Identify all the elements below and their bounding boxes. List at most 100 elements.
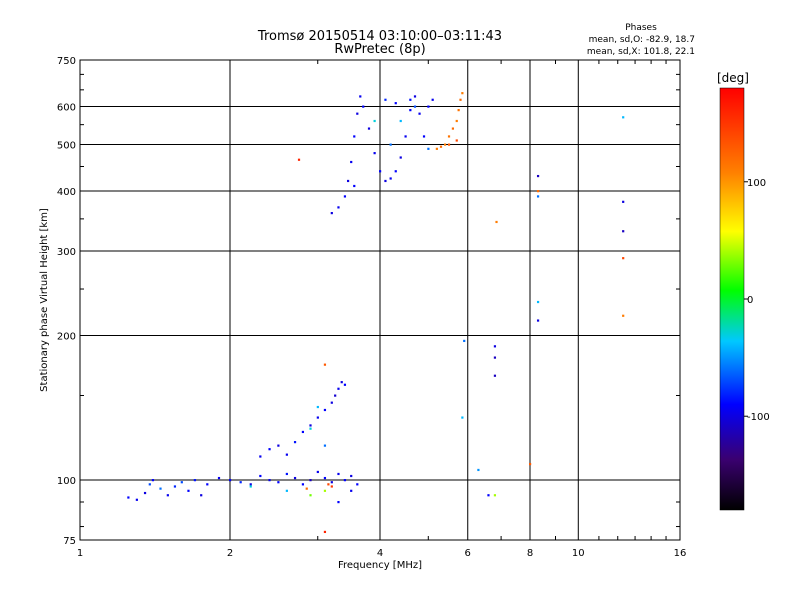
data-point	[350, 160, 353, 164]
data-point	[301, 483, 305, 486]
data-point	[622, 200, 625, 203]
data-point	[323, 363, 327, 366]
data-point	[459, 98, 462, 101]
data-point	[259, 455, 262, 458]
data-point	[384, 179, 387, 183]
chart-title: Tromsø 20150514 03:10:00–03:11:43	[257, 29, 502, 44]
data-point	[367, 127, 371, 130]
data-point	[443, 143, 447, 146]
data-point	[493, 374, 497, 377]
data-point	[206, 483, 209, 486]
data-point	[340, 381, 343, 384]
data-point	[277, 481, 280, 484]
data-point	[187, 489, 190, 492]
data-point	[536, 190, 540, 193]
data-point	[249, 483, 252, 486]
data-point	[356, 112, 359, 115]
data-point	[330, 401, 333, 404]
colorbar-tick-label: -100	[747, 412, 770, 423]
data-point	[159, 487, 162, 490]
data-point	[536, 174, 540, 178]
data-point	[622, 314, 625, 317]
data-point	[127, 496, 130, 499]
data-point	[249, 485, 252, 488]
data-point	[447, 143, 451, 146]
data-point	[166, 494, 169, 497]
data-point	[301, 430, 305, 434]
data-point	[389, 143, 392, 146]
colorbar-label: [deg]	[717, 71, 749, 85]
data-point	[399, 156, 402, 159]
data-point	[413, 95, 417, 98]
data-point	[285, 453, 288, 456]
data-point	[309, 427, 312, 430]
data-point	[327, 483, 330, 486]
data-point	[259, 474, 262, 478]
data-point	[337, 206, 340, 209]
data-point	[323, 476, 327, 480]
y-tick-label: 750	[57, 56, 76, 67]
stats-line-o: mean, sd,O: -82.9, 18.7	[589, 35, 695, 45]
data-point	[323, 530, 327, 534]
data-point	[373, 119, 376, 123]
data-point	[413, 105, 417, 108]
y-ticks: 75 100 200 300 400 500 600 750	[57, 56, 680, 547]
data-point	[285, 489, 288, 492]
data-point	[353, 135, 356, 138]
data-point	[316, 416, 319, 419]
colorbar	[719, 87, 745, 511]
data-point	[143, 491, 147, 495]
chart-subtitle: RwPretec (8p)	[334, 42, 425, 57]
data-point	[229, 479, 232, 482]
x-tick-label: 16	[674, 548, 687, 559]
data-point	[536, 195, 540, 198]
data-point	[477, 468, 480, 472]
data-point	[622, 230, 625, 233]
data-point	[536, 319, 540, 322]
data-point	[379, 170, 382, 173]
stats-line-x: mean, sd,X: 101.8, 22.1	[587, 47, 695, 57]
x-tick-label: 4	[377, 548, 383, 559]
data-point	[268, 479, 271, 482]
data-point	[285, 472, 288, 476]
data-point	[323, 408, 327, 412]
data-point	[148, 483, 151, 486]
colorbar-tick-label: 100	[747, 178, 766, 189]
data-point	[334, 394, 337, 397]
data-point	[277, 444, 280, 447]
data-point	[493, 356, 497, 359]
data-point	[293, 441, 297, 444]
data-point	[394, 102, 397, 105]
x-tick-label: 10	[572, 548, 585, 559]
data-point	[337, 500, 340, 504]
stats-heading: Phases	[625, 23, 657, 33]
y-tick-label: 200	[57, 332, 76, 343]
data-point	[418, 112, 421, 115]
data-point	[362, 105, 365, 108]
data-point	[536, 300, 540, 304]
data-point	[394, 170, 397, 173]
data-point	[422, 135, 426, 138]
data-point	[151, 479, 155, 482]
y-axis-label: Stationary phase Virtual Height [km]	[39, 208, 50, 392]
data-point	[431, 98, 434, 101]
data-point	[330, 481, 333, 484]
data-point	[193, 479, 197, 482]
grid-lines	[80, 60, 680, 540]
data-points	[127, 92, 625, 534]
data-point	[435, 147, 438, 150]
y-tick-label: 500	[57, 141, 76, 152]
x-axis-label: Frequency [MHz]	[338, 560, 422, 571]
data-point	[323, 489, 327, 492]
y-tick-label: 75	[63, 536, 76, 547]
data-point	[409, 98, 412, 101]
data-point	[346, 179, 350, 183]
data-point	[309, 479, 312, 482]
y-tick-label: 100	[57, 476, 76, 487]
data-point	[389, 177, 392, 180]
data-point	[217, 476, 221, 480]
data-point	[622, 257, 625, 260]
data-point	[409, 109, 412, 112]
data-point	[135, 498, 138, 501]
